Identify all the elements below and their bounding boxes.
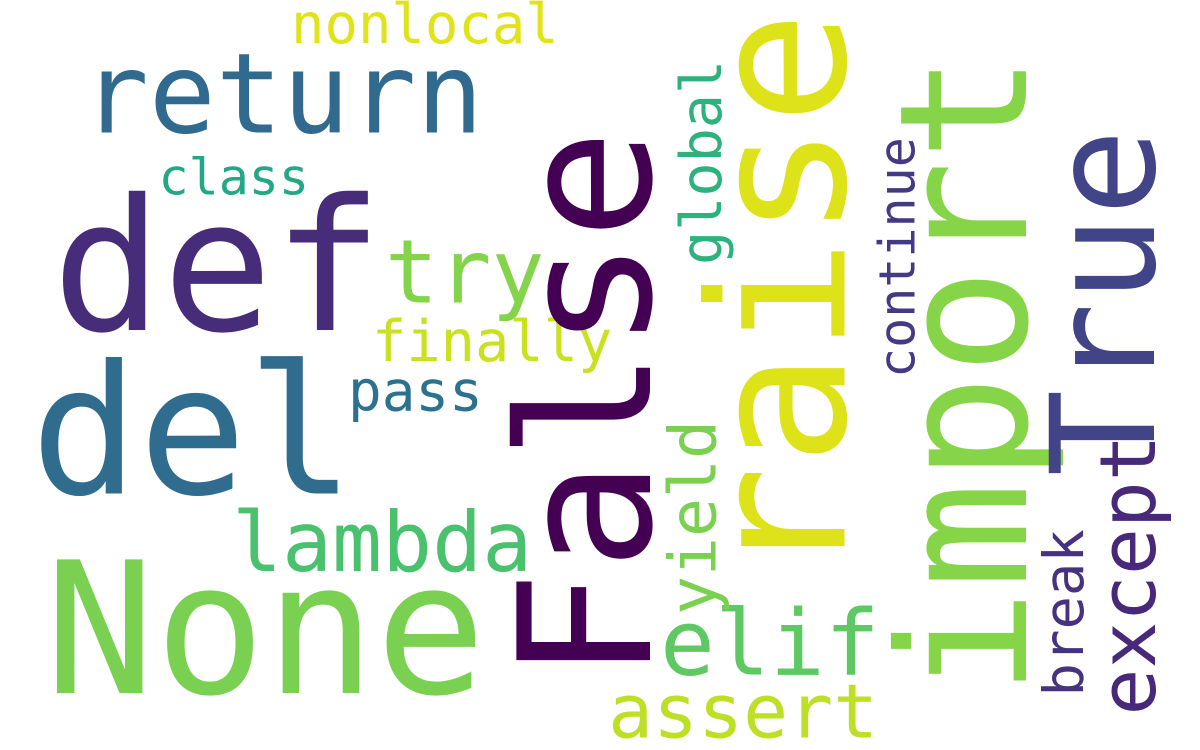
word-yield: yield bbox=[656, 419, 732, 615]
word-true: True bbox=[1021, 128, 1189, 477]
word-del: del bbox=[30, 327, 355, 537]
word-none: None bbox=[44, 524, 486, 737]
word-break: break bbox=[1032, 529, 1097, 697]
word-return: return bbox=[82, 30, 484, 160]
word-finally: finally bbox=[372, 309, 613, 375]
word-global: global bbox=[669, 59, 735, 265]
word-false: False bbox=[481, 129, 694, 681]
word-except: except bbox=[1084, 434, 1174, 716]
word-try: try bbox=[385, 220, 545, 324]
word-class: class bbox=[158, 148, 310, 207]
word-elif: elif bbox=[660, 589, 880, 697]
word-assert: assert bbox=[608, 668, 879, 750]
word-pass: pass bbox=[348, 359, 483, 425]
word-lambda: lambda bbox=[232, 494, 533, 591]
word-nonlocal: nonlocal bbox=[291, 0, 559, 57]
word-def: def bbox=[52, 161, 384, 374]
